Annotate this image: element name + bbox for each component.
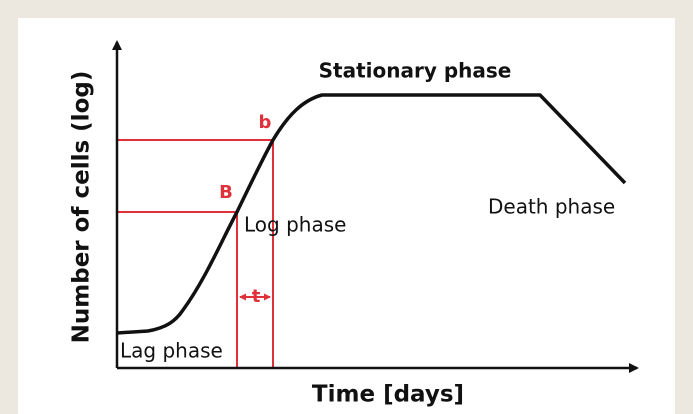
growth-curve — [116, 93, 627, 335]
marker-label: b — [259, 112, 272, 133]
marker-label: B — [219, 182, 233, 203]
guides — [117, 139, 274, 368]
x-axis-label: Time [days] — [312, 382, 464, 408]
y-axis-label: Number of cells (log) — [69, 71, 95, 344]
marker-label: t — [252, 286, 261, 307]
panel — [18, 18, 675, 414]
phase-label: Lag phase — [120, 339, 223, 363]
phase-label: Death phase — [488, 195, 615, 219]
phase-label: Stationary phase — [319, 59, 512, 83]
phase-label: Log phase — [244, 213, 346, 237]
